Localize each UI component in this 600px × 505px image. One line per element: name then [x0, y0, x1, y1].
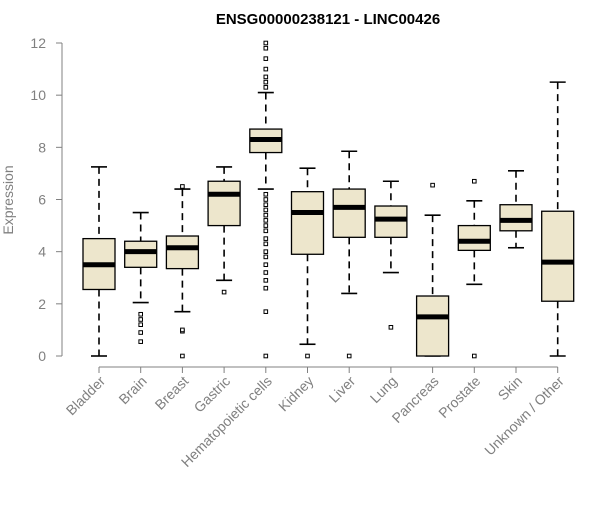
box-group: [82, 166, 116, 357]
box-group: [374, 180, 408, 330]
outlier-point: [263, 197, 269, 202]
x-tick-label: Prostate: [435, 373, 483, 421]
outlier-point: [430, 182, 435, 188]
outlier-point: [263, 249, 269, 254]
iqr-box: [124, 240, 158, 268]
box-group: [124, 211, 158, 344]
outlier-point: [263, 262, 269, 268]
outlier-point: [138, 322, 143, 327]
boxes-layer: [82, 40, 575, 359]
outlier-point: [263, 79, 269, 85]
outlier-point: [472, 178, 477, 184]
y-axis-label: Expression: [0, 165, 16, 234]
outlier-point: [263, 218, 269, 223]
iqr-box: [541, 210, 575, 302]
box-group: [290, 167, 325, 359]
x-tick-label: Liver: [326, 373, 359, 406]
outlier-point: [346, 353, 352, 359]
iqr-box: [499, 204, 533, 232]
outlier-point: [263, 74, 269, 80]
iqr-box: [457, 224, 491, 252]
outlier-point: [263, 40, 269, 46]
outlier-point: [263, 236, 269, 241]
outlier-point: [263, 278, 269, 283]
x-tick-label: Brain: [115, 373, 149, 407]
outlier-point: [221, 289, 227, 295]
box-group: [165, 184, 200, 359]
x-tick-label: Unknown / Other: [481, 373, 567, 459]
y-axis: 0 2 4 6 8 10 12: [30, 35, 63, 364]
outlier-point: [263, 285, 269, 291]
iqr-box: [332, 188, 366, 238]
iqr-box: [415, 295, 450, 357]
outlier-point: [180, 184, 185, 189]
y-tick-label: 2: [38, 296, 46, 312]
x-tick-label: Breast: [152, 373, 192, 413]
x-tick-label: Lung: [367, 373, 400, 406]
outlier-point: [263, 191, 269, 197]
box-group: [332, 150, 366, 359]
outlier-point: [263, 254, 269, 260]
y-tick-label: 6: [38, 192, 46, 208]
y-tick-label: 8: [38, 139, 46, 155]
outlier-point: [263, 228, 269, 234]
x-tick-label: Bladder: [63, 373, 109, 419]
outlier-point: [263, 66, 269, 72]
outlier-point: [263, 223, 269, 228]
outlier-point: [180, 327, 185, 333]
box-group: [207, 166, 241, 295]
x-tick-label: Kidney: [275, 373, 317, 415]
y-tick-label: 4: [38, 244, 46, 260]
outlier-point: [138, 339, 143, 344]
outlier-point: [263, 45, 269, 51]
box-group: [249, 40, 283, 359]
y-tick-label: 0: [38, 348, 46, 364]
box-group: [457, 178, 491, 359]
outlier-point: [263, 202, 269, 208]
outlier-point: [263, 353, 269, 359]
outlier-point: [263, 207, 269, 213]
outlier-point: [138, 330, 143, 335]
y-tick-label: 10: [30, 87, 46, 103]
outlier-point: [472, 353, 477, 359]
outlier-point: [388, 325, 394, 330]
outlier-point: [263, 270, 269, 275]
outlier-point: [305, 353, 310, 359]
iqr-box: [207, 180, 241, 227]
iqr-box: [374, 205, 408, 238]
box-group: [541, 81, 575, 357]
chart-title: ENSG00000238121 - LINC00426: [216, 11, 440, 28]
outlier-point: [180, 353, 185, 359]
outlier-point: [138, 311, 143, 317]
outlier-point: [263, 309, 269, 314]
iqr-box: [290, 191, 325, 255]
outlier-point: [263, 212, 269, 218]
outlier-point: [263, 85, 269, 90]
box-group: [415, 182, 450, 357]
y-tick-label: 12: [30, 35, 46, 51]
outlier-point: [263, 241, 269, 247]
box-group: [499, 170, 533, 249]
outlier-point: [263, 56, 269, 61]
iqr-box: [165, 235, 200, 270]
outlier-point: [138, 317, 143, 322]
x-tick-label: Skin: [495, 373, 526, 404]
